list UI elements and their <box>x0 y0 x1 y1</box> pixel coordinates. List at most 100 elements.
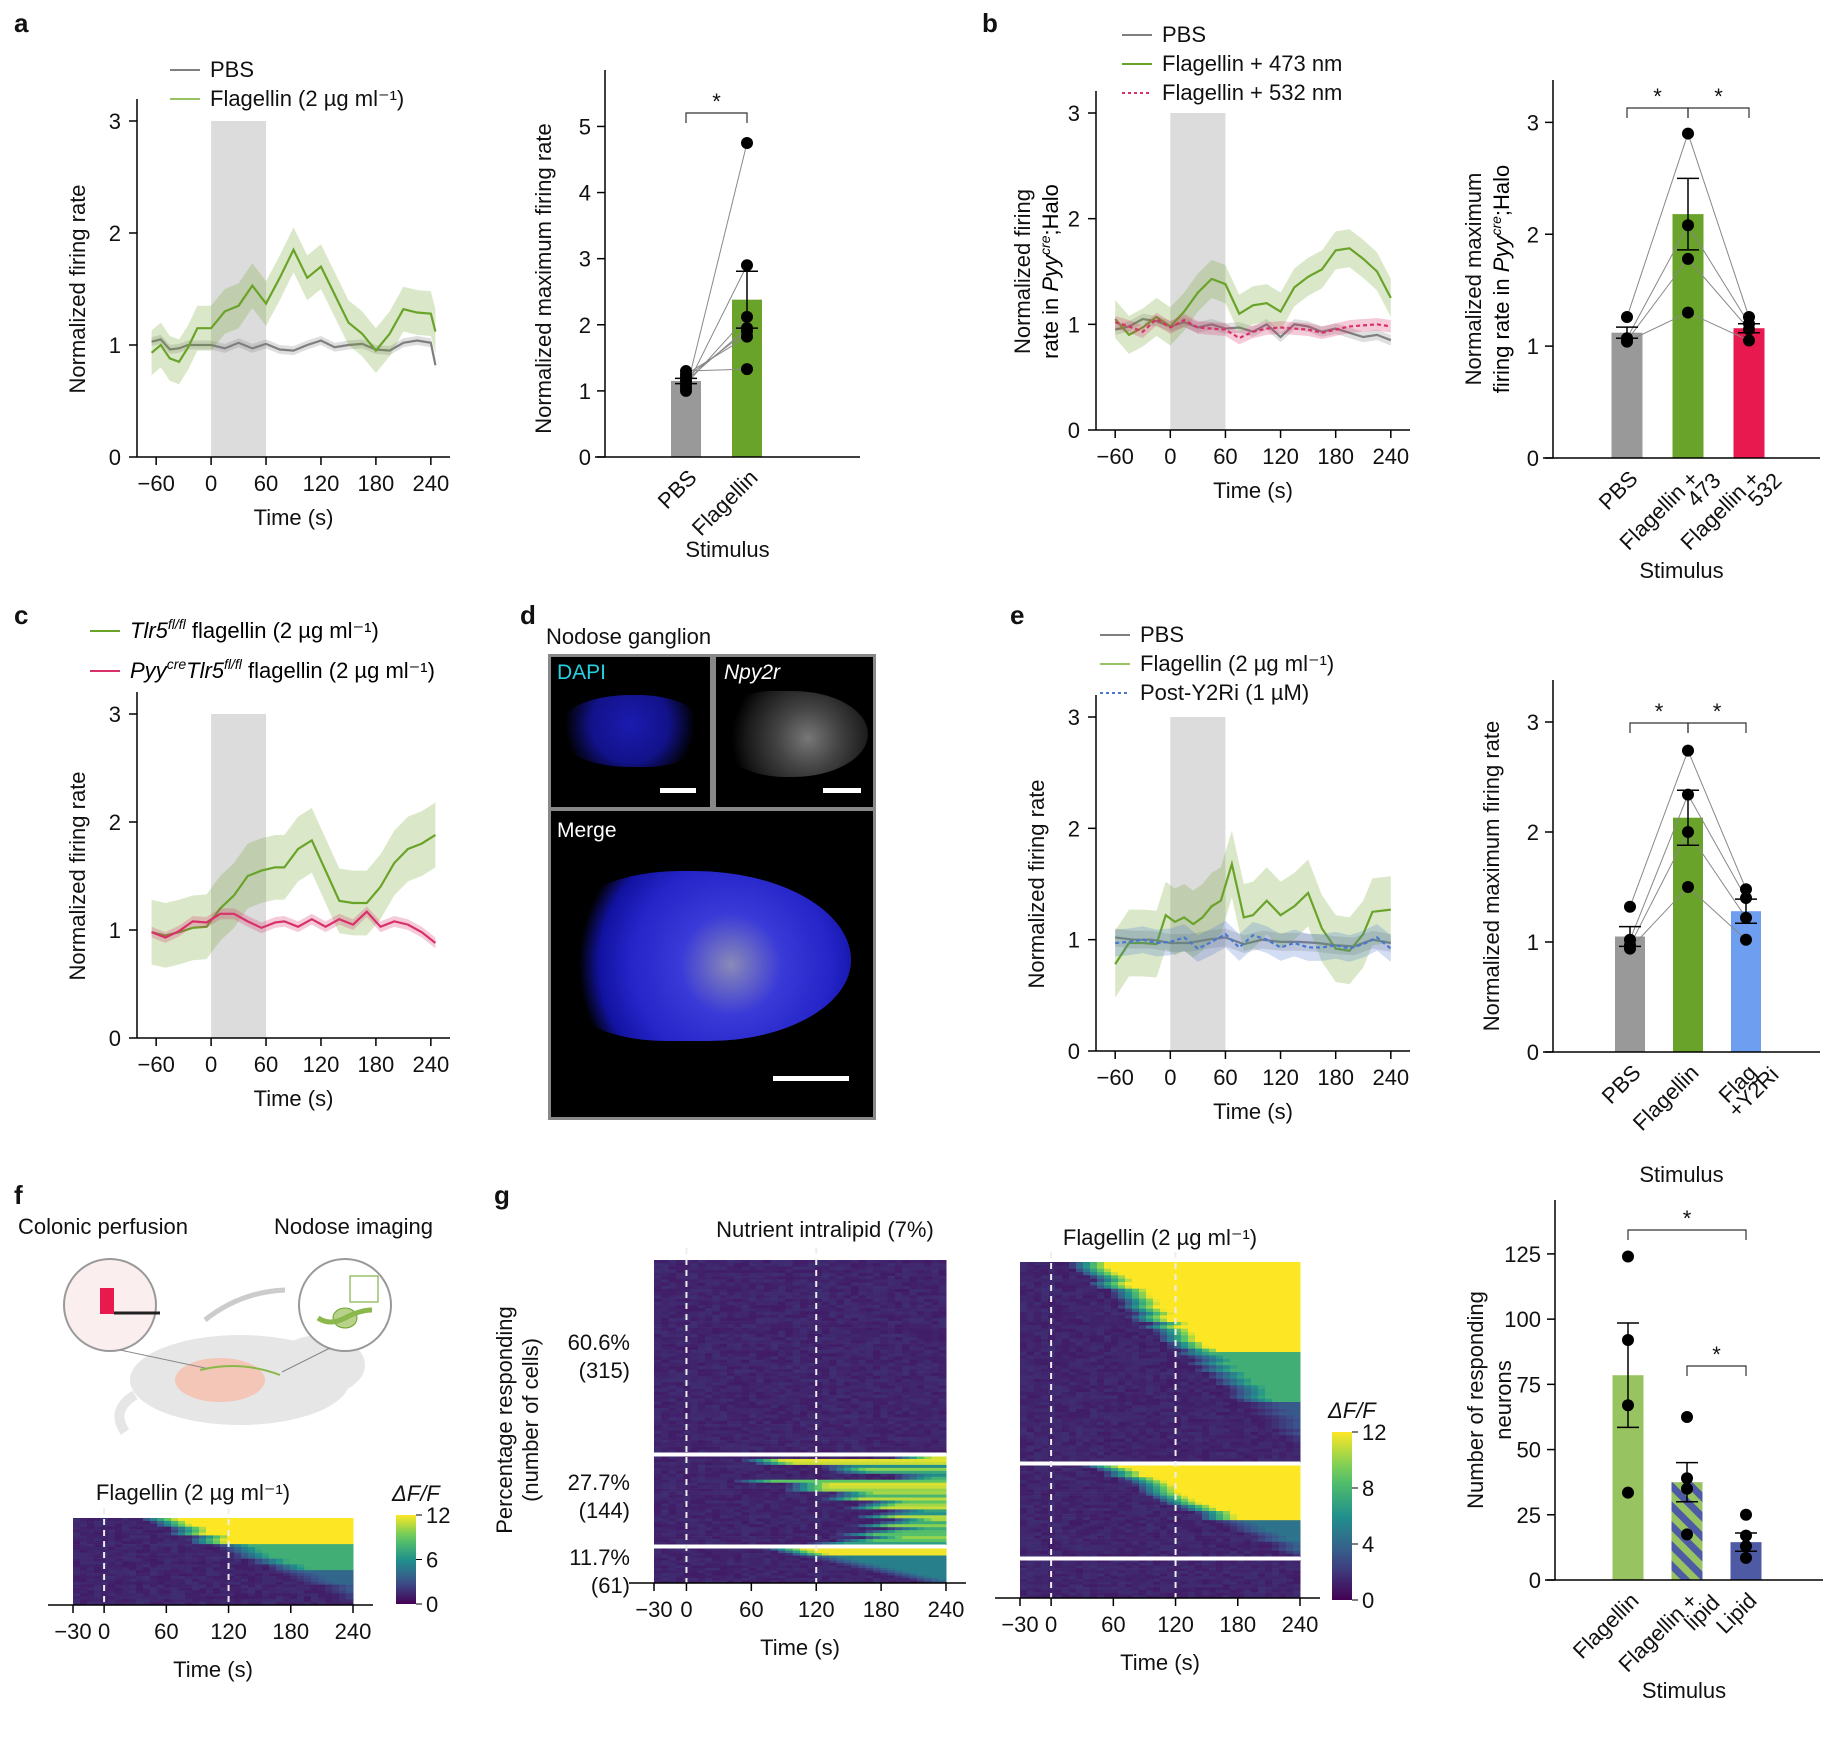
heatmap-cell <box>778 1295 786 1299</box>
heatmap-cell <box>669 1385 677 1389</box>
x-tick-label: 180 <box>272 1619 309 1644</box>
heatmap-cell <box>297 1585 305 1588</box>
heatmap-cell <box>742 1512 750 1515</box>
heatmap-cell <box>101 1559 109 1562</box>
heatmap-cell <box>199 1527 207 1530</box>
heatmap-cell <box>691 1283 699 1287</box>
heatmap-cell <box>136 1591 144 1594</box>
heatmap-cell <box>793 1430 801 1434</box>
heatmap-cell <box>793 1524 801 1527</box>
heatmap-cell <box>661 1437 669 1441</box>
heatmap-cell <box>873 1465 881 1468</box>
heatmap-cell <box>283 1559 291 1562</box>
heatmap-cell <box>902 1474 910 1477</box>
heatmap-cell <box>895 1474 903 1477</box>
heatmap-cell <box>917 1515 925 1518</box>
heatmap-cell <box>785 1266 793 1270</box>
heatmap-cell <box>844 1480 852 1483</box>
heatmap-cell <box>669 1434 677 1438</box>
heatmap-cell <box>888 1350 896 1354</box>
heatmap-cell <box>888 1443 896 1447</box>
heatmap-cell <box>873 1315 881 1319</box>
heatmap-cell <box>866 1447 874 1451</box>
heatmap-cell <box>676 1477 684 1480</box>
heatmap-cell <box>712 1376 720 1380</box>
heatmap-cell <box>793 1369 801 1373</box>
heatmap-cell <box>290 1559 298 1562</box>
heatmap-cell <box>866 1331 874 1335</box>
heatmap-cell <box>742 1411 750 1415</box>
heatmap-cell <box>793 1315 801 1319</box>
heatmap-cell <box>910 1480 918 1483</box>
heatmap-cell <box>917 1411 925 1415</box>
heatmap-cell <box>778 1440 786 1444</box>
heatmap-cell <box>720 1260 728 1264</box>
x-tick-label: 240 <box>1372 444 1409 469</box>
heatmap-cell <box>346 1521 354 1524</box>
heatmap-cell <box>880 1489 888 1492</box>
heatmap-cell <box>822 1366 830 1370</box>
heatmap-cell <box>698 1430 706 1434</box>
heatmap-cell <box>910 1292 918 1296</box>
heatmap-cell <box>851 1509 859 1512</box>
heatmap-cell <box>661 1283 669 1287</box>
heatmap-cell <box>698 1462 706 1465</box>
heatmap-cell <box>764 1440 772 1444</box>
heatmap-cell <box>829 1260 837 1264</box>
heatmap-cell <box>276 1556 284 1559</box>
x-tick-label: 120 <box>1262 1065 1299 1090</box>
y-tick-label: 2 <box>1068 207 1080 232</box>
heatmap-cell <box>895 1308 903 1312</box>
heatmap-cell <box>241 1579 249 1582</box>
heatmap-cell <box>822 1360 830 1364</box>
heatmap-cell <box>785 1474 793 1477</box>
heatmap-cell <box>866 1299 874 1303</box>
heatmap-cell <box>192 1573 200 1576</box>
heatmap-cell <box>749 1276 757 1280</box>
heatmap-cell <box>727 1515 735 1518</box>
heatmap-cell <box>895 1430 903 1434</box>
heatmap-cell <box>727 1289 735 1293</box>
heatmap-cell <box>178 1553 186 1556</box>
heatmap-cell <box>822 1270 830 1274</box>
heatmap-cell <box>654 1276 662 1280</box>
heatmap-cell <box>771 1337 779 1341</box>
heatmap-cell <box>785 1471 793 1474</box>
y-tick-label: 2 <box>1068 816 1080 841</box>
heatmap-cell <box>122 1533 130 1536</box>
heatmap-cell <box>734 1418 742 1422</box>
data-point <box>1682 745 1694 757</box>
mouse-schematic-illustration <box>0 1200 480 1440</box>
heatmap-cell <box>851 1379 859 1383</box>
heatmap-cell <box>720 1518 728 1521</box>
heatmap-cell <box>94 1535 102 1538</box>
heatmap-cell <box>749 1273 757 1277</box>
heatmap-cell <box>785 1462 793 1465</box>
heatmap-cell <box>880 1518 888 1521</box>
heatmap-cell <box>171 1535 179 1538</box>
heatmap-cell <box>851 1434 859 1438</box>
heatmap-cell <box>902 1506 910 1509</box>
heatmap-cell <box>742 1462 750 1465</box>
heatmap-cell <box>771 1334 779 1338</box>
heatmap-cell <box>807 1331 815 1335</box>
heatmap-cell <box>720 1498 728 1501</box>
x-tick-label: 0 <box>205 471 217 496</box>
heatmap-cell <box>171 1518 179 1521</box>
heatmap-cell <box>749 1489 757 1492</box>
heatmap-cell <box>304 1535 312 1538</box>
heatmap-cell <box>192 1535 200 1538</box>
heatmap-cell <box>866 1489 874 1492</box>
heatmap-cell <box>661 1337 669 1341</box>
heatmap-cell <box>255 1591 263 1594</box>
heatmap-cell <box>136 1570 144 1573</box>
heatmap-cell <box>910 1318 918 1322</box>
heatmap-cell <box>778 1308 786 1312</box>
heatmap-cell <box>676 1411 684 1415</box>
heatmap-cell <box>756 1308 764 1312</box>
heatmap-cell <box>87 1579 95 1582</box>
heatmap-cell <box>880 1459 888 1462</box>
heatmap-cell <box>807 1308 815 1312</box>
heatmap-cell <box>793 1321 801 1325</box>
heatmap-cell <box>87 1541 95 1544</box>
